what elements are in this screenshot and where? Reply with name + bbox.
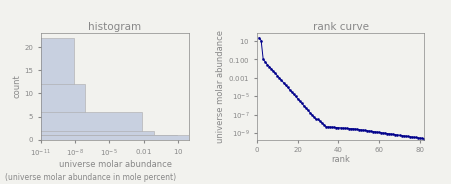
Bar [0,112,143,140]
Bar [0,135,199,140]
Title: rank curve: rank curve [313,22,368,32]
Bar [0,135,51,140]
Bar [0,117,97,140]
Bar [0,121,120,140]
Bar [0,131,154,140]
Y-axis label: universe molar abundance: universe molar abundance [216,30,225,143]
Bar [0,135,177,140]
Y-axis label: count: count [12,75,21,98]
X-axis label: rank: rank [331,155,350,164]
Title: histogram: histogram [88,22,142,32]
X-axis label: universe molar abundance: universe molar abundance [59,160,171,169]
Bar [0,84,85,140]
Bar [0,38,74,140]
Text: (universe molar abundance in mole percent): (universe molar abundance in mole percen… [5,173,175,182]
Bar [0,117,131,140]
Bar [0,56,62,140]
Bar [0,117,108,140]
